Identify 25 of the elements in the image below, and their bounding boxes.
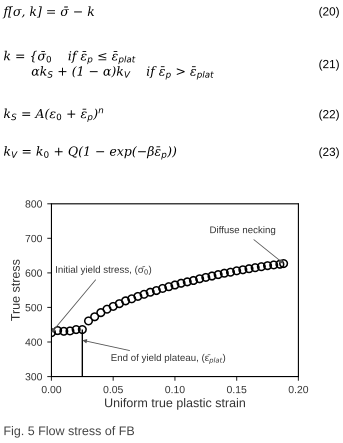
y-axis-title: True stress [11,260,20,321]
y-tick-label: 400 [25,338,42,346]
annotation: Diffuse necking [210,226,276,236]
x-tick-label: 0.00 [42,386,62,394]
text: (21) [319,60,339,71]
y-tick-label: 300 [25,373,42,380]
x-tick-label: 0.10 [165,386,185,394]
text: k = {σ̄$_{0}$ if ε̄$_{p}$ ≤ ε̄$_{plat}$ αk$_{S}$ + (1 − α)k$_{V}$ if ε̄$_{p}$ > ε̄$_{plat}$ [4,50,214,80]
text: f[σ, k] = σ̄ − k [2,6,94,18]
annotation: Initial yield stress, (σ̄$_{0}$) [56,266,152,275]
x-tick-label: 0.20 [288,386,308,394]
x-tick-label: 0.05 [103,386,123,394]
y-tick-label: 700 [26,234,42,242]
y-tick-label: 500 [25,304,42,312]
y-tick-label: 800 [25,200,42,208]
caption: Fig. 5 Flow stress of FB [4,426,134,438]
text: k$_{S}$ = A(ε$_{0}$ + ε̄$_{p}$)$^{n}$ [4,108,104,122]
text: k$_{V}$ = k$_{0}$ + Q(1 − exp(−βε̄$_{p}$)) [4,146,176,160]
x-tick-label: 0.15 [226,386,246,394]
text: (20) [319,6,339,18]
y-tick-label: 600 [26,269,42,277]
x-axis-title: Uniform true plastic strain [105,398,245,410]
annotation: End of yield plateau, (ε̄$_{plat}$) [112,354,226,364]
text: (22) [319,110,339,121]
text: (23) [319,147,339,158]
